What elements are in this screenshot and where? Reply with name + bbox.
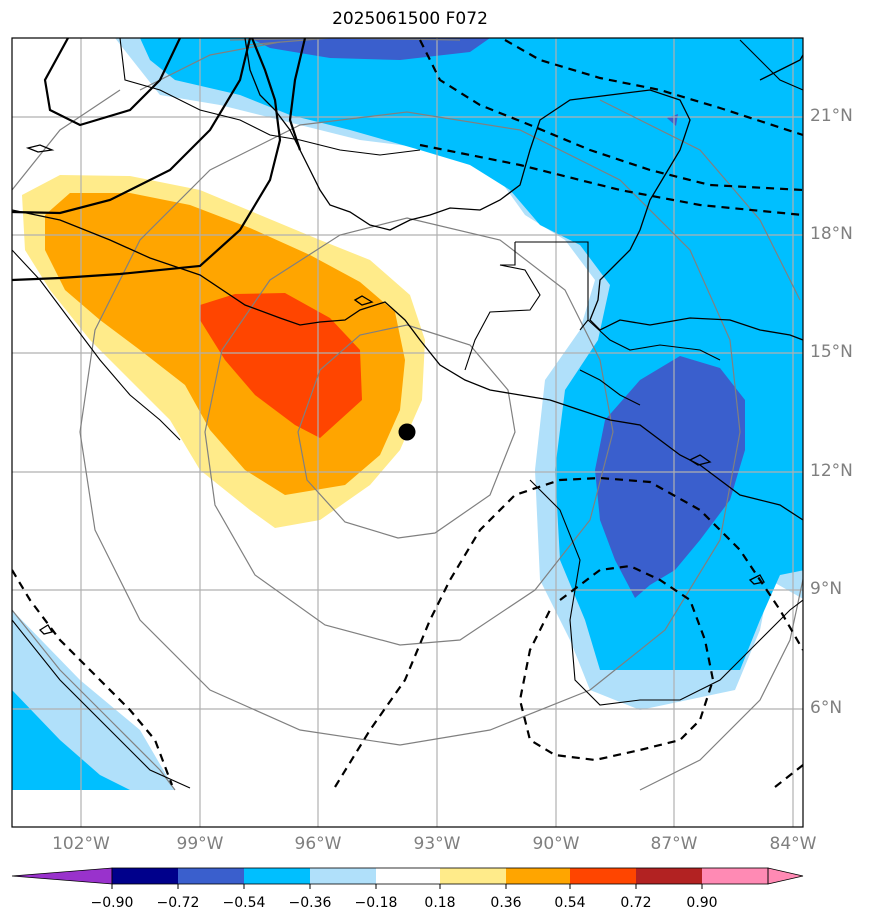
dashed-contours — [12, 39, 803, 788]
lat-label-21n: 21°N — [810, 106, 853, 126]
colorbar-label: −0.18 — [354, 895, 398, 911]
solid-contours — [12, 38, 307, 282]
lon-label-102w: 102°W — [52, 834, 110, 854]
lon-label-87w: 87°W — [650, 834, 698, 854]
lat-label-15n: 15°N — [810, 342, 853, 362]
lat-label-6n: 6°N — [810, 698, 843, 718]
colorbar-label: −0.72 — [156, 895, 200, 911]
map-panel — [12, 38, 803, 827]
shading-dark-blue-south — [595, 356, 745, 598]
colorbar-label: −0.54 — [222, 895, 266, 911]
borders — [12, 38, 803, 789]
colorbar — [11, 867, 804, 889]
shading-dark-blue-north — [250, 38, 490, 60]
map-frame — [11, 37, 804, 828]
lon-label-90w: 90°W — [532, 834, 580, 854]
colorbar-label: 0.36 — [490, 895, 522, 911]
colorbar-label: 0.18 — [424, 895, 456, 911]
lat-label-18n: 18°N — [810, 224, 853, 244]
range-rings — [12, 38, 803, 791]
shading-blue-sw — [12, 690, 130, 790]
map-title: 2025061500 F072 — [332, 9, 488, 29]
colorbar-label: −0.36 — [288, 895, 332, 911]
colorbar-label: −0.90 — [90, 895, 134, 911]
shading-red-orange — [200, 293, 362, 438]
lon-label-99w: 99°W — [176, 834, 224, 854]
lon-label-84w: 84°W — [769, 834, 817, 854]
lat-label-12n: 12°N — [810, 461, 853, 481]
colorbar-label: 0.90 — [686, 895, 718, 911]
colorbar-label: 0.72 — [620, 895, 652, 911]
grid-lines — [12, 38, 803, 827]
coastlines — [12, 38, 803, 635]
lon-label-93w: 93°W — [413, 834, 461, 854]
storm-center-marker — [398, 423, 416, 441]
lon-label-96w: 96°W — [294, 834, 342, 854]
colorbar-low-extend — [11, 867, 113, 885]
colorbar-label: 0.54 — [554, 895, 586, 911]
lat-label-9n: 9°N — [810, 579, 843, 599]
colorbar-high-extend — [767, 867, 804, 885]
